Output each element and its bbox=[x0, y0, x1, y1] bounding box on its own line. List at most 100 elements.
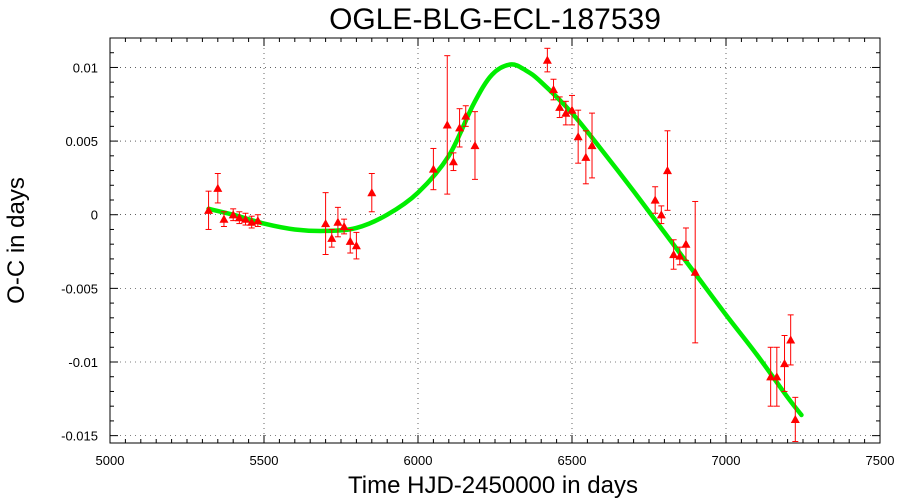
observation-point bbox=[455, 108, 465, 148]
observation-point bbox=[650, 186, 660, 214]
grid bbox=[110, 38, 880, 443]
triangle-marker bbox=[351, 241, 361, 250]
triangle-marker bbox=[213, 183, 223, 192]
triangle-marker bbox=[766, 372, 776, 381]
observation-point bbox=[780, 334, 790, 392]
observation-points bbox=[204, 47, 800, 443]
x-tick-label: 7000 bbox=[712, 453, 741, 468]
observation-point bbox=[681, 227, 691, 261]
triangle-marker bbox=[561, 108, 571, 117]
triangle-marker bbox=[567, 105, 577, 114]
triangle-marker bbox=[461, 111, 471, 120]
triangle-marker bbox=[772, 372, 782, 381]
y-tick-label: 0.005 bbox=[65, 134, 98, 149]
observation-point bbox=[345, 228, 355, 254]
triangle-marker bbox=[786, 335, 796, 344]
triangle-marker bbox=[241, 214, 251, 223]
triangle-marker bbox=[204, 205, 214, 214]
observation-point bbox=[567, 94, 577, 126]
triangle-marker bbox=[669, 249, 679, 259]
triangle-marker bbox=[442, 120, 452, 129]
observation-point bbox=[561, 100, 571, 126]
triangle-marker bbox=[650, 195, 660, 204]
observation-point bbox=[669, 239, 679, 270]
y-tick-label: -0.015 bbox=[61, 429, 98, 444]
observation-point bbox=[333, 206, 343, 238]
observation-point bbox=[428, 147, 438, 191]
axis-ticks: 5000 5500 6000 6500 7000 7500 0.01 0.005 0 -0.005… bbox=[61, 37, 895, 468]
triangle-marker bbox=[228, 210, 238, 219]
triangle-marker bbox=[253, 216, 263, 225]
triangle-marker bbox=[587, 141, 597, 150]
triangle-marker bbox=[662, 166, 672, 175]
observation-point bbox=[573, 109, 583, 164]
observation-point bbox=[339, 218, 349, 235]
observation-point bbox=[351, 231, 361, 260]
triangle-marker bbox=[448, 157, 458, 166]
triangle-marker bbox=[549, 85, 559, 94]
observation-point bbox=[542, 47, 552, 73]
observation-point bbox=[461, 105, 471, 127]
triangle-marker bbox=[367, 188, 377, 197]
triangle-marker bbox=[656, 210, 666, 219]
observation-point bbox=[448, 152, 458, 172]
triangle-marker bbox=[542, 55, 552, 64]
observation-point bbox=[219, 211, 229, 228]
observation-point bbox=[228, 208, 238, 222]
triangle-marker bbox=[321, 219, 331, 228]
observation-point bbox=[367, 172, 377, 213]
y-tick-label: 0.01 bbox=[73, 60, 98, 75]
observation-point bbox=[662, 130, 672, 211]
x-tick-label: 5500 bbox=[250, 453, 279, 468]
triangle-marker bbox=[428, 164, 438, 173]
x-tick-label: 6500 bbox=[558, 453, 587, 468]
observation-point bbox=[442, 55, 452, 195]
triangle-marker bbox=[790, 414, 800, 424]
x-tick-label: 6000 bbox=[404, 453, 433, 468]
y-tick-label: 0 bbox=[91, 208, 98, 223]
fit-curve bbox=[206, 62, 804, 418]
observation-point bbox=[786, 314, 796, 366]
triangle-marker bbox=[470, 141, 480, 150]
observation-point bbox=[587, 112, 597, 179]
observation-point bbox=[772, 346, 782, 407]
triangle-marker bbox=[455, 123, 465, 132]
x-axis-label: Time HJD-2450000 in days bbox=[348, 472, 638, 499]
triangle-marker bbox=[234, 213, 244, 222]
observation-point bbox=[690, 200, 700, 344]
observation-point bbox=[555, 96, 565, 119]
fit-curve-layer bbox=[206, 62, 804, 418]
triangle-marker bbox=[681, 239, 691, 248]
y-tick-label: -0.005 bbox=[61, 281, 98, 296]
observation-point bbox=[213, 172, 223, 204]
y-tick-label: -0.01 bbox=[68, 355, 98, 370]
plot-area-frame bbox=[109, 37, 881, 444]
observation-point bbox=[321, 192, 331, 255]
chart-title: OGLE-BLG-ECL-187539 bbox=[329, 3, 661, 36]
triangle-marker bbox=[573, 132, 583, 141]
observation-point bbox=[253, 214, 263, 228]
observation-point bbox=[581, 130, 591, 185]
observation-point bbox=[675, 246, 685, 266]
triangle-marker bbox=[690, 267, 700, 276]
observation-point bbox=[204, 190, 214, 230]
triangle-marker bbox=[327, 233, 337, 242]
x-tick-label: 7500 bbox=[866, 453, 895, 468]
observation-point bbox=[327, 228, 337, 248]
observation-point bbox=[766, 346, 776, 407]
triangle-marker bbox=[555, 102, 565, 111]
observation-point bbox=[790, 396, 800, 443]
triangle-marker bbox=[333, 217, 343, 226]
x-tick-label: 5000 bbox=[96, 453, 125, 468]
y-axis-label: O-C in days bbox=[3, 177, 30, 304]
triangle-marker bbox=[675, 251, 685, 260]
triangle-marker bbox=[345, 236, 355, 245]
observation-point bbox=[470, 111, 480, 180]
triangle-marker bbox=[780, 358, 790, 368]
triangle-marker bbox=[581, 152, 591, 161]
observation-point bbox=[656, 205, 666, 225]
triangle-marker bbox=[219, 214, 229, 223]
observation-point bbox=[234, 211, 244, 225]
observation-point bbox=[241, 212, 251, 226]
